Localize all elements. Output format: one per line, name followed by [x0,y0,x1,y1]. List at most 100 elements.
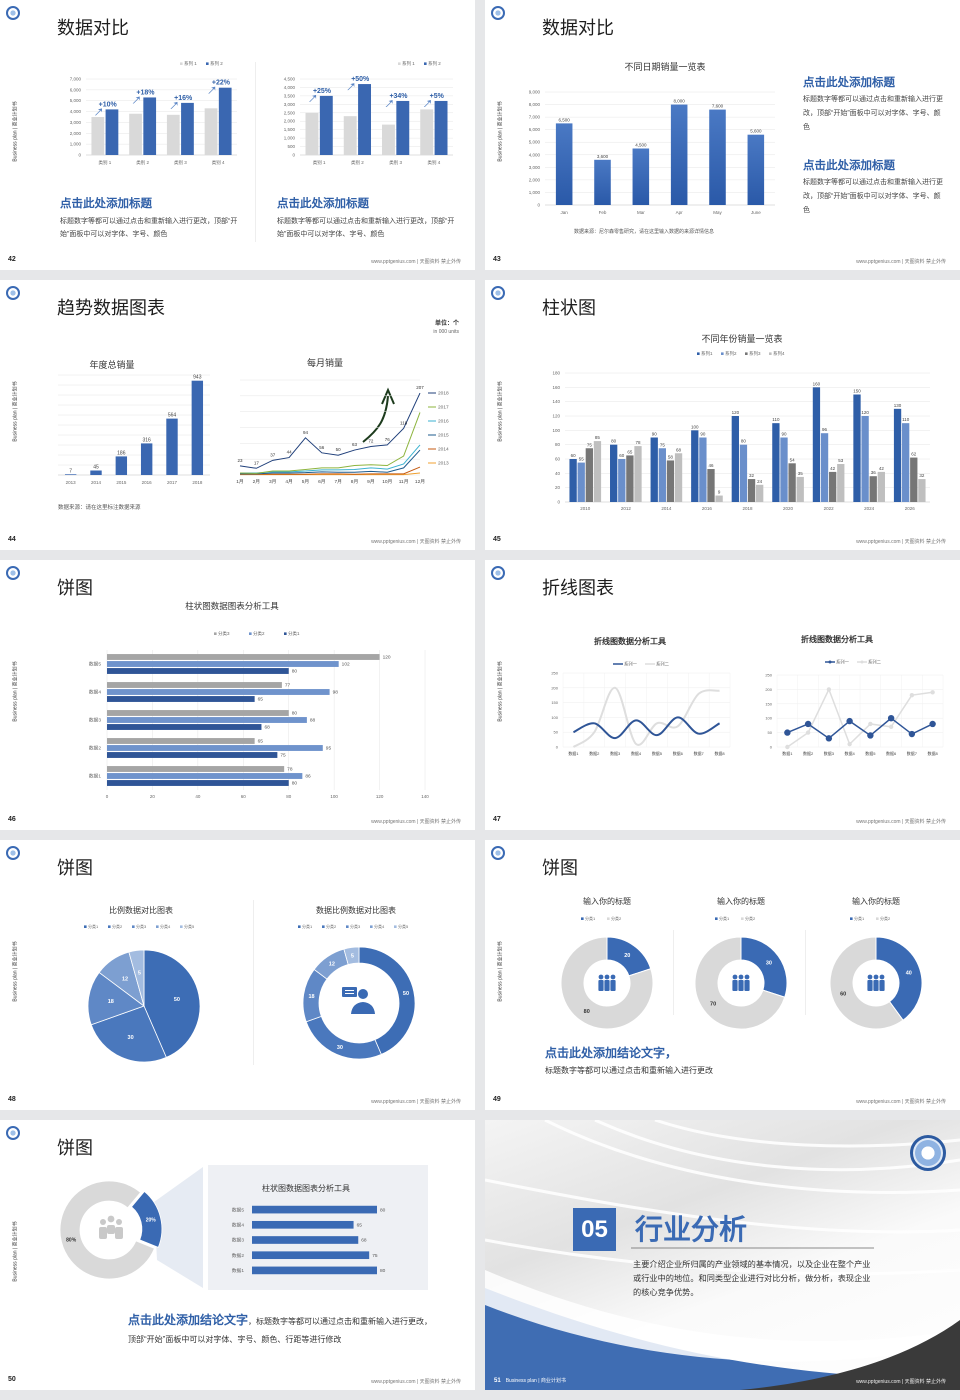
slide-42[interactable]: 数据对比 Business plan | 商业计划书 42 www.pptgen… [0,0,475,270]
x-tick-label: 60 [241,794,247,799]
data-label: 30 [128,1035,134,1041]
x-tick-label: 数据2 [803,750,814,756]
data-label: 20% [146,1218,157,1224]
x-tick-label: 数据4 [845,750,856,756]
x-tick-label: Mar [637,210,645,215]
slide-47[interactable]: 折线图表 Business plan | 商业计划书 47 www.pptgen… [485,560,960,830]
block-body: 标题数字等都可以通过点击和重新输入进行更改，顶部“开始”面板中可以对字体、字号、… [60,218,238,238]
y-tick-label: 3,000 [70,120,82,125]
y-tick-label: 数据4 [232,1222,245,1229]
block-heading[interactable]: 点击此处添加标题 [277,198,369,210]
x-tick-label: Jan [561,210,569,215]
data-label: 65 [627,449,633,454]
slide-46[interactable]: 饼图 Business plan | 商业计划书 46 www.pptgeniu… [0,560,475,830]
bar [166,418,178,475]
bar [129,113,142,155]
legend-label: 2013 [438,461,449,467]
data-label: 94 [303,430,309,435]
slide-51-section-cover[interactable]: 05 行业分析 主要介绍企业所归属的产业领域的基本情况，以及企业在整个产业或行业… [485,1120,960,1390]
y-tick-label: 数据5 [232,1206,245,1213]
block-body: 标题数字等都可以通过点击和重新输入进行更改，顶部“开始”面板中可以对字体、字号、… [803,96,943,131]
x-tick-label: 5月 [302,479,309,485]
bar [140,443,153,475]
chart-canvas: 0 50 100 150 200 250 数据1 数据2 数据3 数据4 数据5 数据6 数据7 数据8 系… [551,659,944,756]
horizontal-bar-chart: 80 数据1 75 数据2 68 数据3 65 数据4 80 数据5 [232,1205,386,1275]
x-tick-label: 6月 [318,479,325,485]
legend-swatch [745,352,748,355]
block-heading[interactable]: 点击此处添加标题 [60,198,152,210]
y-tick-label: 250 [551,671,558,676]
x-tick-label: 数据1 [782,750,793,756]
block-heading[interactable]: 点击此处添加标题 [803,77,895,89]
series-line [240,449,421,475]
conclusion-heading[interactable]: 点击此处添加结论文字， [545,1046,678,1060]
data-point [867,732,874,739]
data-label: 120 [861,410,869,415]
slice [343,946,360,965]
legend-label: 系列二 [656,661,670,668]
y-tick-label: 500 [287,144,295,149]
data-label: 8,000 [674,99,686,104]
slice [694,936,786,1030]
bar [166,114,180,155]
bar [632,148,650,205]
bar [739,444,748,502]
slide-43[interactable]: 数据对比 Business plan | 商业计划书 43 www.pptgen… [485,0,960,270]
bar [252,1266,377,1275]
panel-title: 柱状图数据图表分析工具 [262,1184,350,1193]
slide-45[interactable]: 柱状图 Business plan | 商业计划书 45 www.pptgeni… [485,280,960,550]
x-tick-label: 7月 [334,479,341,485]
y-tick-label: 数据2 [89,745,102,752]
page-number: 44 [8,536,16,543]
data-label: 50 [174,997,180,1003]
data-label: 18 [308,994,314,1000]
y-tick-label: 160 [552,385,560,390]
slide-50[interactable]: 饼图 Business plan | 商业计划书 50 www.pptgeniu… [0,1120,475,1390]
y-tick-label: 4,000 [529,152,541,157]
y-tick-label: 2,000 [284,119,296,124]
x-tick-label: 数据3 [824,750,835,756]
chart-title: 输入你的标题 [717,897,765,906]
slide-44[interactable]: 趋势数据图表 Business plan | 商业计划书 44 www.pptg… [0,280,475,550]
data-label: 12 [329,961,335,967]
data-label: 75 [660,442,666,447]
conclusion-body: 标题数字等都可以通过点击和重新输入进行更改 [545,1066,713,1075]
data-label: 78 [635,440,641,445]
legend-label: 系列 2 [428,60,441,67]
divider [253,900,254,1065]
x-tick-label: 2012 [621,506,632,511]
x-tick-label: 10月 [382,479,392,485]
data-source: 数据来源：尼尔森零售研究，请在这里输入数据的来源详情信息 [574,229,715,235]
team-idea-icon [99,1215,123,1239]
chart-canvas: 50 30 18 12 5 分类1 分类2 分类3 分类4 分类5 50 30 18 12 5 分类1 分类2 分… [84,923,416,1063]
bar [626,455,634,502]
page-number: 46 [8,816,16,823]
bar [434,100,448,155]
bar [143,97,157,155]
y-tick-label: 2,500 [284,110,296,115]
bar [107,780,289,786]
bar [707,469,715,502]
data-label: 46 [708,463,714,468]
growth-annotation: +25% [313,88,332,95]
y-tick-label: 120 [552,414,560,419]
data-label: 102 [342,662,350,668]
x-tick-label: 数据5 [652,750,663,756]
y-tick-label: 2,000 [70,131,82,136]
data-label: 44 [287,450,293,455]
bar [796,476,804,502]
data-label: 42 [879,466,885,471]
page-number: 47 [493,816,501,823]
chart-title: 每月销量 [306,358,344,368]
block-heading[interactable]: 点击此处添加标题 [803,160,895,172]
slide-48[interactable]: 饼图 Business plan | 商业计划书 48 www.pptgeniu… [0,840,475,1110]
data-label: 316 [142,437,151,443]
slide-49[interactable]: 饼图 Business plan | 商业计划书 49 www.pptgeniu… [485,840,960,1110]
series-line [239,392,421,469]
white-wave [485,1270,960,1362]
data-point [868,721,873,727]
conclusion-heading[interactable]: 点击此处添加结论文字 [128,1313,249,1327]
donut-chart: 30 70 分类1 分类2 [694,915,788,1030]
legend-swatch [850,917,853,920]
divider [673,930,674,1015]
